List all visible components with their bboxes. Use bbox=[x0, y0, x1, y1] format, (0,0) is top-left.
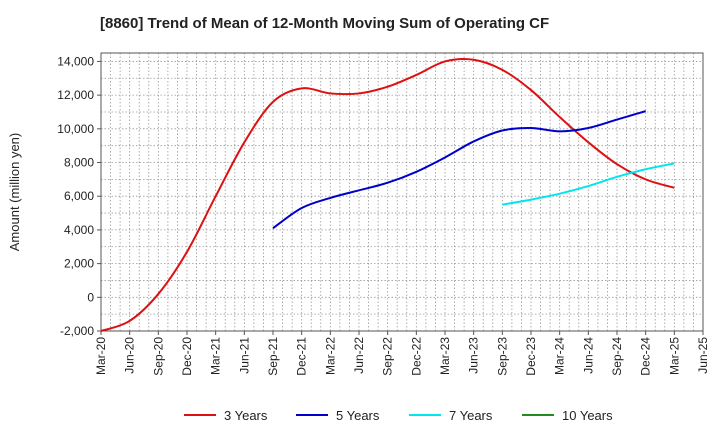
y-axis: -2,000 0 2,000 4,000 6,000 8,000 10,000 12,000 1… bbox=[57, 54, 101, 338]
x-tick-label: Sep-21 bbox=[266, 337, 280, 376]
x-tick-label: Jun-21 bbox=[237, 337, 251, 374]
legend-label-7-years: 7 Years bbox=[449, 408, 493, 423]
grid-layer bbox=[100, 53, 704, 332]
chart-title: [8860] Trend of Mean of 12-Month Moving … bbox=[100, 15, 549, 32]
legend-label-5-years: 5 Years bbox=[336, 408, 380, 423]
y-tick-label: 4,000 bbox=[64, 223, 94, 237]
x-tick-label: Mar-25 bbox=[667, 337, 681, 375]
y-tick-label: 6,000 bbox=[64, 189, 94, 203]
legend: 3 Years 5 Years 7 Years 10 Years bbox=[184, 408, 613, 423]
y-tick-label: 8,000 bbox=[64, 156, 94, 170]
y-tick-label: 10,000 bbox=[57, 122, 94, 136]
x-tick-label: Jun-23 bbox=[467, 337, 481, 374]
legend-label-10-years: 10 Years bbox=[562, 408, 613, 423]
x-tick-label: Jun-24 bbox=[581, 337, 595, 374]
x-tick-label: Mar-22 bbox=[323, 337, 337, 375]
x-axis: Mar-20 Jun-20 Sep-20 Dec-20 Mar-21 Jun-21 Sep-… bbox=[94, 331, 710, 376]
x-tick-label: Dec-22 bbox=[409, 337, 423, 376]
series-line-5-years bbox=[272, 110, 646, 230]
x-tick-label: Sep-23 bbox=[495, 337, 509, 376]
x-tick-label: Dec-21 bbox=[295, 337, 309, 376]
y-tick-label: -2,000 bbox=[60, 324, 94, 338]
x-tick-label: Mar-23 bbox=[438, 337, 452, 375]
x-tick-label: Mar-21 bbox=[209, 337, 223, 375]
x-tick-label: Jun-22 bbox=[352, 337, 366, 374]
y-tick-label: 14,000 bbox=[57, 54, 94, 68]
x-tick-label: Sep-22 bbox=[381, 337, 395, 376]
y-tick-label: 2,000 bbox=[64, 257, 94, 271]
x-tick-label: Sep-24 bbox=[610, 337, 624, 376]
x-tick-label: Dec-24 bbox=[639, 337, 653, 376]
y-axis-title: Amount (million yen) bbox=[7, 133, 22, 252]
x-tick-label: Mar-20 bbox=[94, 337, 108, 375]
x-tick-label: Dec-20 bbox=[180, 337, 194, 376]
y-tick-label: 0 bbox=[87, 290, 94, 304]
x-tick-label: Jun-20 bbox=[123, 337, 137, 374]
x-tick-label: Sep-20 bbox=[151, 337, 165, 376]
series-line-3-years bbox=[100, 57, 675, 332]
plot-area bbox=[100, 52, 704, 332]
y-tick-label: 12,000 bbox=[57, 88, 94, 102]
x-tick-label: Dec-23 bbox=[524, 337, 538, 376]
x-tick-label: Jun-25 bbox=[696, 337, 710, 374]
x-tick-label: Mar-24 bbox=[553, 337, 567, 375]
series-line-7-years bbox=[502, 162, 675, 206]
series-layer bbox=[100, 57, 675, 332]
legend-label-3-years: 3 Years bbox=[224, 408, 268, 423]
